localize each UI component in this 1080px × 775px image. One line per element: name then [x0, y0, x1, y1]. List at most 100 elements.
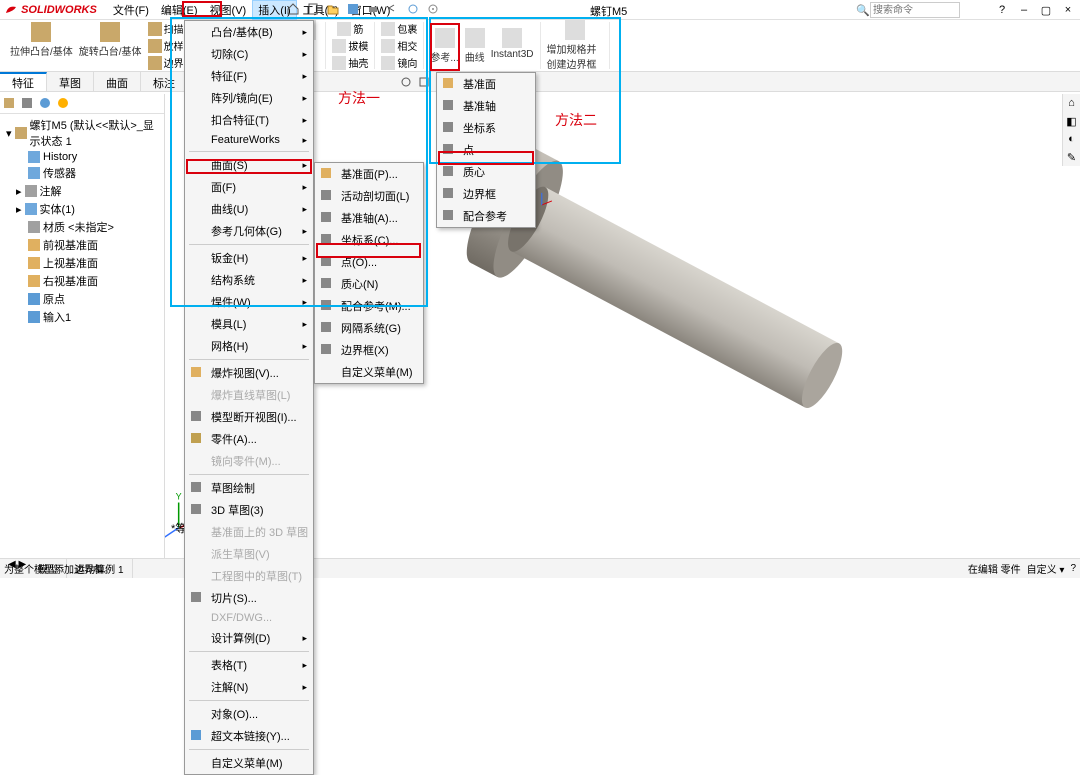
menu-item[interactable]: 设计算例(D): [185, 627, 313, 649]
intersect-button[interactable]: 相交: [379, 37, 419, 54]
menu-item[interactable]: 曲线(U): [185, 198, 313, 220]
extrude-boss-button[interactable]: 拉伸凸台/基体: [8, 20, 75, 71]
rebuild-icon[interactable]: [406, 2, 422, 18]
menu-item[interactable]: 边界框: [437, 183, 535, 205]
menu-item[interactable]: 自定义菜单(M): [315, 361, 423, 383]
menu-item[interactable]: 点(O)...: [315, 251, 423, 273]
menu-item[interactable]: 基准面(P)...: [315, 163, 423, 185]
menu-item[interactable]: 切片(S)...: [185, 587, 313, 609]
tree-item[interactable]: 原点: [2, 290, 162, 308]
command-search[interactable]: 🔍: [856, 2, 960, 18]
taskpane-appearance-icon[interactable]: ◐: [1063, 130, 1080, 148]
menu-edit[interactable]: 编辑(E): [155, 0, 204, 20]
menu-item[interactable]: 表格(T): [185, 654, 313, 676]
tree-item[interactable]: ▸注解: [2, 182, 162, 200]
open-icon[interactable]: [326, 2, 342, 18]
new-icon[interactable]: [306, 2, 322, 18]
reference-geometry-submenu[interactable]: 基准面(P)...活动剖切面(L)基准轴(A)...坐标系(C)...点(O).…: [314, 162, 424, 384]
menu-item[interactable]: 配合参考: [437, 205, 535, 227]
menu-item[interactable]: 质心: [437, 161, 535, 183]
draft-button[interactable]: 拔模: [330, 37, 370, 54]
menu-item[interactable]: 网格(H): [185, 335, 313, 357]
menu-item[interactable]: 基准面: [437, 73, 535, 95]
rib-button[interactable]: 筋: [335, 20, 365, 37]
insert-menu-dropdown[interactable]: 凸台/基体(B)切除(C)特征(F)阵列/镜向(E)扣合特征(T)Feature…: [184, 20, 314, 775]
menu-item[interactable]: 草图绘制: [185, 477, 313, 499]
tree-item[interactable]: History: [2, 150, 162, 164]
menu-item[interactable]: 边界框(X): [315, 339, 423, 361]
tree-item[interactable]: 输入1: [2, 308, 162, 326]
menu-item[interactable]: 配合参考(M)...: [315, 295, 423, 317]
menu-item[interactable]: 网隔系统(G): [315, 317, 423, 339]
menu-file[interactable]: 文件(F): [107, 0, 155, 20]
tree-item[interactable]: ▸实体(1): [2, 200, 162, 218]
taskpane-custom-icon[interactable]: ✎: [1063, 148, 1080, 166]
menu-item[interactable]: FeatureWorks: [185, 131, 313, 149]
menu-item[interactable]: 凸台/基体(B): [185, 21, 313, 43]
menu-item[interactable]: 基准轴: [437, 95, 535, 117]
instant3d-button[interactable]: Instant3D: [489, 26, 536, 66]
menu-item[interactable]: 模型断开视图(I)...: [185, 406, 313, 428]
zoom-fit-icon[interactable]: [400, 76, 416, 92]
menu-item[interactable]: 爆炸视图(V)...: [185, 362, 313, 384]
menu-item[interactable]: 焊件(W): [185, 291, 313, 313]
taskpane-resources-icon[interactable]: ◧: [1063, 112, 1080, 130]
tab-annotate[interactable]: 标注: [141, 72, 188, 91]
menu-item[interactable]: 钣金(H): [185, 247, 313, 269]
tab-features[interactable]: 特征: [0, 72, 47, 91]
zoom-area-icon[interactable]: [418, 76, 434, 92]
undo-icon[interactable]: [386, 2, 402, 18]
menu-item[interactable]: 质心(N): [315, 273, 423, 295]
menu-item[interactable]: 参考几何体(G): [185, 220, 313, 242]
menu-item[interactable]: 零件(A)...: [185, 428, 313, 450]
menu-item[interactable]: 切除(C): [185, 43, 313, 65]
help-icon[interactable]: ?: [994, 2, 1010, 18]
menu-item[interactable]: 注解(N): [185, 676, 313, 698]
tree-item[interactable]: 材质 <未指定>: [2, 218, 162, 236]
home-icon[interactable]: [286, 2, 302, 18]
menu-item[interactable]: 坐标系: [437, 117, 535, 139]
menu-view[interactable]: 视图(V): [204, 0, 253, 20]
tab-surface[interactable]: 曲面: [94, 72, 141, 91]
tree-item[interactable]: 传感器: [2, 164, 162, 182]
search-input[interactable]: [870, 2, 960, 18]
menu-item[interactable]: 特征(F): [185, 65, 313, 87]
maximize-button[interactable]: ▢: [1038, 2, 1054, 18]
menu-item[interactable]: 扣合特征(T): [185, 109, 313, 131]
tree-item[interactable]: 右视基准面: [2, 272, 162, 290]
menu-item[interactable]: 模具(L): [185, 313, 313, 335]
minimize-button[interactable]: –: [1016, 2, 1032, 18]
tab-sketch[interactable]: 草图: [47, 72, 94, 91]
tree-tab-feature-icon[interactable]: [2, 96, 18, 112]
curves-button[interactable]: 曲线: [463, 26, 487, 66]
menu-item[interactable]: 基准轴(A)...: [315, 207, 423, 229]
menu-item[interactable]: 面(F): [185, 176, 313, 198]
status-custom[interactable]: 自定义 ▾: [1027, 561, 1065, 576]
menu-item[interactable]: 3D 草图(3): [185, 499, 313, 521]
close-button[interactable]: ×: [1060, 2, 1076, 18]
status-help-icon[interactable]: ?: [1070, 563, 1076, 574]
print-icon[interactable]: [366, 2, 382, 18]
menu-item[interactable]: 活动剖切面(L): [315, 185, 423, 207]
mirror-button[interactable]: 镜向: [379, 54, 419, 71]
reference-flyout-submenu[interactable]: 基准面基准轴坐标系点质心边界框配合参考: [436, 72, 536, 228]
tree-tab-config-icon[interactable]: [20, 96, 36, 112]
menu-item[interactable]: 阵列/镜向(E): [185, 87, 313, 109]
menu-item[interactable]: 超文本链接(Y)...: [185, 725, 313, 747]
shell-button[interactable]: 抽壳: [330, 54, 370, 71]
wrap-button[interactable]: 包裹: [379, 20, 419, 37]
taskpane-home-icon[interactable]: ⌂: [1063, 94, 1080, 112]
menu-item[interactable]: 坐标系(C)...: [315, 229, 423, 251]
feature-tree[interactable]: ▾ 螺钉M5 (默认<<默认>_显示状态 1 History传感器▸注解▸实体(…: [0, 114, 164, 558]
tree-root[interactable]: ▾ 螺钉M5 (默认<<默认>_显示状态 1: [2, 116, 162, 150]
options-icon[interactable]: [426, 2, 442, 18]
reference-button[interactable]: 参考...: [428, 26, 460, 66]
tree-tab-appearance-icon[interactable]: [56, 96, 72, 112]
save-icon[interactable]: [346, 2, 362, 18]
bbox-button[interactable]: 增加规格并创建边界框: [545, 18, 605, 73]
revolve-boss-button[interactable]: 旋转凸台/基体: [77, 20, 144, 71]
menu-item[interactable]: 点: [437, 139, 535, 161]
tree-item[interactable]: 上视基准面: [2, 254, 162, 272]
menu-item[interactable]: 自定义菜单(M): [185, 752, 313, 774]
menu-item[interactable]: 对象(O)...: [185, 703, 313, 725]
